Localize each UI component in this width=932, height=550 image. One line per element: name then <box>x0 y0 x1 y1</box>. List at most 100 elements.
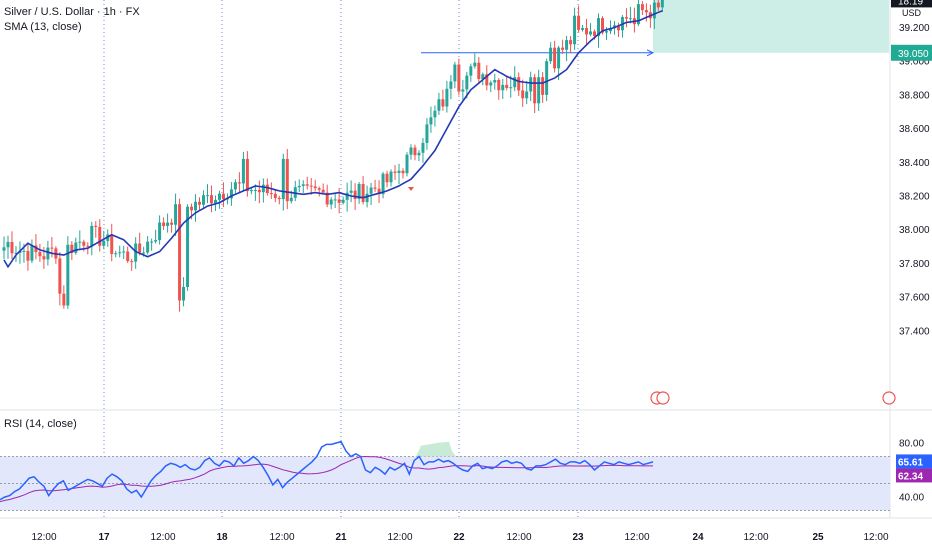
candle-body <box>461 89 465 92</box>
candle-body <box>122 251 126 253</box>
candle-body <box>501 84 505 91</box>
candle-body <box>533 77 537 104</box>
candle-body <box>58 258 62 294</box>
candle-body <box>429 117 433 125</box>
candle-body <box>521 90 525 99</box>
rsi-ma-label: 62.34 <box>898 471 923 482</box>
time-tick-label: 21 <box>335 532 347 543</box>
candle-body <box>541 77 545 95</box>
candle-body <box>297 185 301 188</box>
candle-body <box>373 187 377 189</box>
currency-label[interactable]: USD <box>902 8 922 18</box>
candle-body <box>565 40 569 50</box>
candle-body <box>365 193 369 203</box>
candle-body <box>529 77 533 92</box>
time-tick-label: 12:00 <box>150 532 175 543</box>
candle-body <box>138 243 142 253</box>
candle-body <box>545 61 549 95</box>
rsi-ma-badge <box>896 468 932 483</box>
candle-body <box>585 28 589 35</box>
candle-body <box>652 2 656 19</box>
candle-body <box>465 75 469 90</box>
time-tick-label: 22 <box>453 532 465 543</box>
price-tick-label: 38.600 <box>899 124 930 135</box>
candle-body <box>82 241 86 246</box>
candle-body <box>389 171 393 183</box>
price-tick-label: 38.400 <box>899 158 930 169</box>
candle-body <box>253 189 257 191</box>
candle-body <box>489 82 493 86</box>
countdown-label: 18:19 <box>898 0 923 7</box>
candle-body <box>357 183 361 200</box>
candle-body <box>573 15 577 45</box>
candle-body <box>62 293 66 306</box>
candle-body <box>74 242 78 253</box>
candle-body <box>640 4 644 11</box>
candle-body <box>509 87 513 89</box>
time-tick-label: 12:00 <box>743 532 768 543</box>
sma-legend[interactable]: SMA (13, close) <box>4 21 82 33</box>
candle-body <box>182 286 186 301</box>
candle-body <box>628 18 632 20</box>
candle-body <box>289 197 293 202</box>
candle-body <box>385 173 389 183</box>
rsi-tick-label: 40.00 <box>899 493 924 504</box>
time-tick-label: 12:00 <box>387 532 412 543</box>
candle-body <box>485 74 489 86</box>
candle-body <box>166 222 170 226</box>
candle-body <box>26 250 30 261</box>
candle-body <box>269 193 273 195</box>
candle-body <box>405 154 409 174</box>
candle-body <box>30 245 34 261</box>
candle-body <box>190 206 194 211</box>
symbol-title[interactable]: Silver / U.S. Dollar · 1h · FX <box>4 6 140 18</box>
candle-body <box>229 189 233 199</box>
candle-body <box>142 252 146 254</box>
candle-body <box>66 244 70 306</box>
candle-body <box>397 170 401 173</box>
candle-body <box>6 241 10 248</box>
candle-body <box>98 226 102 246</box>
candle-body <box>457 64 461 92</box>
candle-body <box>593 31 597 37</box>
candle-body <box>146 241 150 253</box>
candle-body <box>162 222 166 226</box>
candle-body <box>237 182 241 184</box>
candle-body <box>636 4 640 25</box>
time-tick-label: 12:00 <box>269 532 294 543</box>
candle-body <box>577 15 581 30</box>
candle-body <box>441 99 445 107</box>
candles-group <box>2 0 664 312</box>
candle-body <box>445 88 449 107</box>
candle-body <box>341 199 345 203</box>
candle-body <box>245 158 249 192</box>
candle-body <box>130 261 134 263</box>
candle-body <box>114 253 118 255</box>
candle-body <box>497 79 501 91</box>
candle-body <box>569 40 573 45</box>
price-tick-label: 39.200 <box>899 23 930 34</box>
candle-body <box>305 184 309 186</box>
candle-body <box>597 18 601 37</box>
candle-body <box>110 234 114 254</box>
candle-body <box>401 170 405 174</box>
candle-body <box>134 243 138 262</box>
candle-body <box>38 252 42 257</box>
candle-body <box>473 62 477 67</box>
candle-body <box>377 188 381 195</box>
candle-body <box>257 189 261 193</box>
candle-body <box>301 184 305 186</box>
target-price-badge <box>891 44 932 61</box>
candle-body <box>22 250 26 252</box>
candle-body <box>421 142 425 153</box>
candle-body <box>417 152 421 156</box>
time-tick-label: 25 <box>812 532 824 543</box>
candle-body <box>493 79 497 83</box>
candle-body <box>217 193 221 200</box>
candle-body <box>481 74 485 80</box>
candle-body <box>581 28 585 30</box>
candle-body <box>90 225 94 247</box>
candle-body <box>525 91 529 99</box>
rsi-legend[interactable]: RSI (14, close) <box>4 418 77 430</box>
